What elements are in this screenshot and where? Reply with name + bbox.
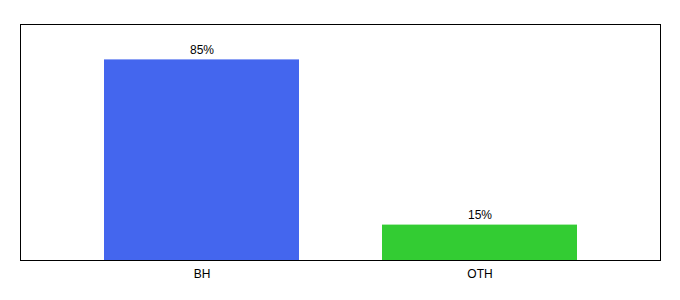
svg-text:85%: 85% xyxy=(190,43,214,57)
svg-text:15%: 15% xyxy=(468,208,492,222)
svg-text:BH: BH xyxy=(194,267,211,281)
svg-text:OTH: OTH xyxy=(467,267,492,281)
